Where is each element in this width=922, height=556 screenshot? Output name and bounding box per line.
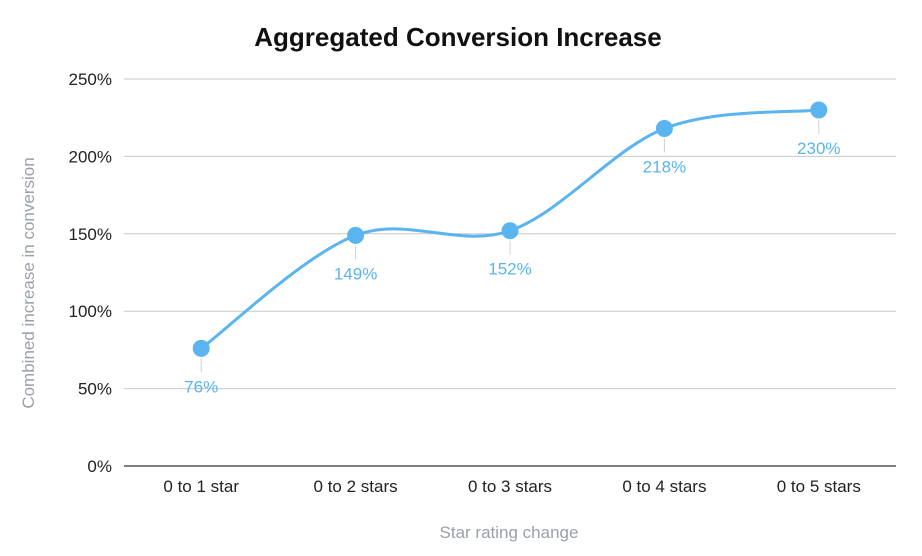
- data-point: [655, 120, 673, 138]
- x-tick-label: 0 to 4 stars: [622, 477, 706, 496]
- y-axis-ticks: 0% 50% 100% 150% 200% 250%: [69, 70, 112, 476]
- data-point: [192, 339, 210, 357]
- data-label: 152%: [488, 260, 531, 279]
- data-label: 76%: [184, 377, 218, 396]
- data-label: 149%: [334, 264, 377, 283]
- chart-title: Aggregated Conversion Increase: [254, 22, 661, 52]
- data-point: [810, 101, 828, 119]
- x-tick-label: 0 to 1 star: [163, 477, 239, 496]
- x-tick-label: 0 to 2 stars: [314, 477, 398, 496]
- data-label: 218%: [643, 158, 686, 177]
- y-axis-label: Combined increase in conversion: [19, 157, 38, 408]
- y-tick-label: 150%: [69, 225, 112, 244]
- y-tick-label: 0%: [87, 457, 112, 476]
- data-point: [347, 226, 365, 244]
- data-labels: 76% 149% 152% 218% 230%: [184, 139, 840, 396]
- label-leader-lines: [200, 119, 820, 373]
- x-axis-ticks: 0 to 1 star 0 to 2 stars 0 to 3 stars 0 to …: [163, 477, 860, 496]
- x-tick-label: 0 to 5 stars: [777, 477, 861, 496]
- y-tick-label: 50%: [78, 380, 112, 399]
- data-points: [192, 101, 828, 357]
- y-tick-label: 100%: [69, 302, 112, 321]
- y-tick-label: 200%: [69, 147, 112, 166]
- y-tick-label: 250%: [69, 70, 112, 89]
- x-tick-label: 0 to 3 stars: [468, 477, 552, 496]
- data-point: [501, 222, 519, 240]
- gridlines: [124, 78, 896, 467]
- x-axis-label: Star rating change: [440, 523, 579, 542]
- data-label: 230%: [797, 139, 840, 158]
